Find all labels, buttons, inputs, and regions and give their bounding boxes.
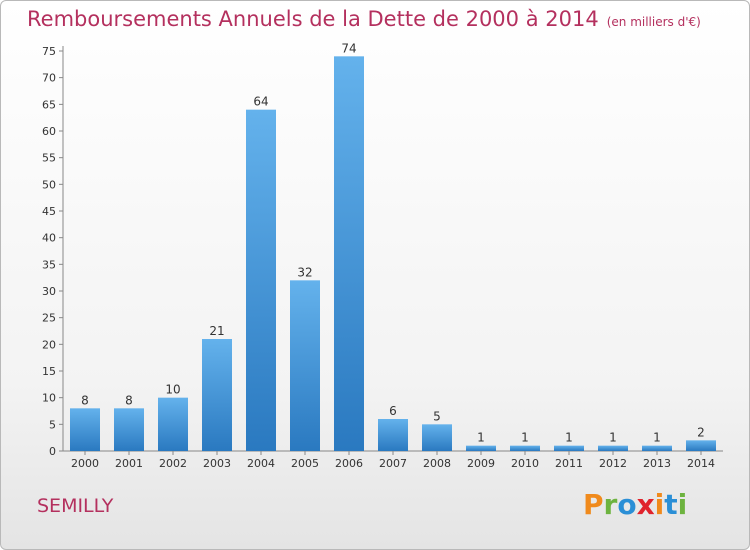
bar [202, 339, 232, 451]
bar [114, 408, 144, 451]
x-tick-label: 2004 [247, 457, 275, 470]
x-tick-label: 2002 [159, 457, 187, 470]
bar [642, 445, 672, 451]
y-tick-label: 40 [42, 232, 56, 245]
unit-note: (en milliers d'€) [606, 15, 701, 29]
bar [686, 440, 716, 451]
bar-value-label: 2 [697, 425, 705, 439]
y-tick-label: 60 [42, 125, 56, 138]
y-tick-label: 75 [42, 45, 56, 58]
x-tick-label: 2005 [291, 457, 319, 470]
bar-value-label: 64 [253, 95, 268, 109]
x-tick-label: 2007 [379, 457, 407, 470]
proxiti-logo[interactable]: Proxiti [583, 488, 687, 521]
bar-value-label: 1 [609, 431, 617, 445]
logo-letter: t [664, 488, 678, 521]
bar-value-label: 1 [521, 431, 529, 445]
y-tick-label: 20 [42, 338, 56, 351]
y-tick-label: 0 [49, 445, 56, 458]
bar [598, 445, 628, 451]
y-tick-label: 5 [49, 418, 56, 431]
x-tick-label: 2008 [423, 457, 451, 470]
bar-value-label: 10 [165, 383, 180, 397]
logo-letter: r [603, 488, 618, 521]
y-tick-label: 25 [42, 312, 56, 325]
bar-value-label: 1 [477, 431, 485, 445]
bar-value-label: 32 [297, 265, 312, 279]
bar [422, 424, 452, 451]
logo-letter: P [583, 488, 604, 521]
x-tick-label: 2011 [555, 457, 583, 470]
bar [510, 445, 540, 451]
bar-value-label: 6 [389, 404, 397, 418]
bar-value-label: 1 [653, 431, 661, 445]
bar-value-label: 74 [341, 41, 356, 55]
y-tick-label: 15 [42, 365, 56, 378]
city-name: SEMILLY [37, 495, 114, 517]
x-tick-label: 2001 [115, 457, 143, 470]
bar-value-label: 5 [433, 409, 441, 423]
y-tick-label: 70 [42, 72, 56, 85]
bar-value-label: 1 [565, 431, 573, 445]
x-tick-label: 2006 [335, 457, 363, 470]
y-tick-label: 50 [42, 178, 56, 191]
x-tick-label: 2013 [643, 457, 671, 470]
x-tick-label: 2009 [467, 457, 495, 470]
x-tick-label: 2012 [599, 457, 627, 470]
bar [466, 445, 496, 451]
bars: 8 8 10 21 64 32 74 6 5 1 1 1 1 1 2 [70, 41, 716, 452]
logo-letter: i [654, 488, 665, 521]
bar [158, 397, 188, 451]
logo-letter: o [617, 488, 637, 521]
logo-letter: i [677, 488, 688, 521]
bar [70, 408, 100, 451]
bar-value-label: 8 [125, 393, 133, 407]
bar [246, 109, 276, 452]
y-tick-label: 65 [42, 98, 56, 111]
y-tick-label: 55 [42, 152, 56, 165]
x-tick-label: 2000 [71, 457, 99, 470]
x-tick-label: 2003 [203, 457, 231, 470]
bar [334, 56, 364, 451]
title-text: Remboursements Annuels de la Dette de 20… [27, 7, 599, 31]
bar-value-label: 21 [209, 324, 224, 338]
y-tick-label: 10 [42, 392, 56, 405]
logo-letter: x [636, 488, 655, 521]
chart-title: Remboursements Annuels de la Dette de 20… [27, 7, 701, 31]
x-tick-label: 2014 [687, 457, 715, 470]
bar [554, 445, 584, 451]
bar [378, 419, 408, 451]
bar [290, 280, 320, 451]
y-tick-label: 45 [42, 205, 56, 218]
bar-value-label: 8 [81, 393, 89, 407]
x-tick-label: 2010 [511, 457, 539, 470]
y-tick-label: 35 [42, 258, 56, 271]
y-tick-label: 30 [42, 285, 56, 298]
